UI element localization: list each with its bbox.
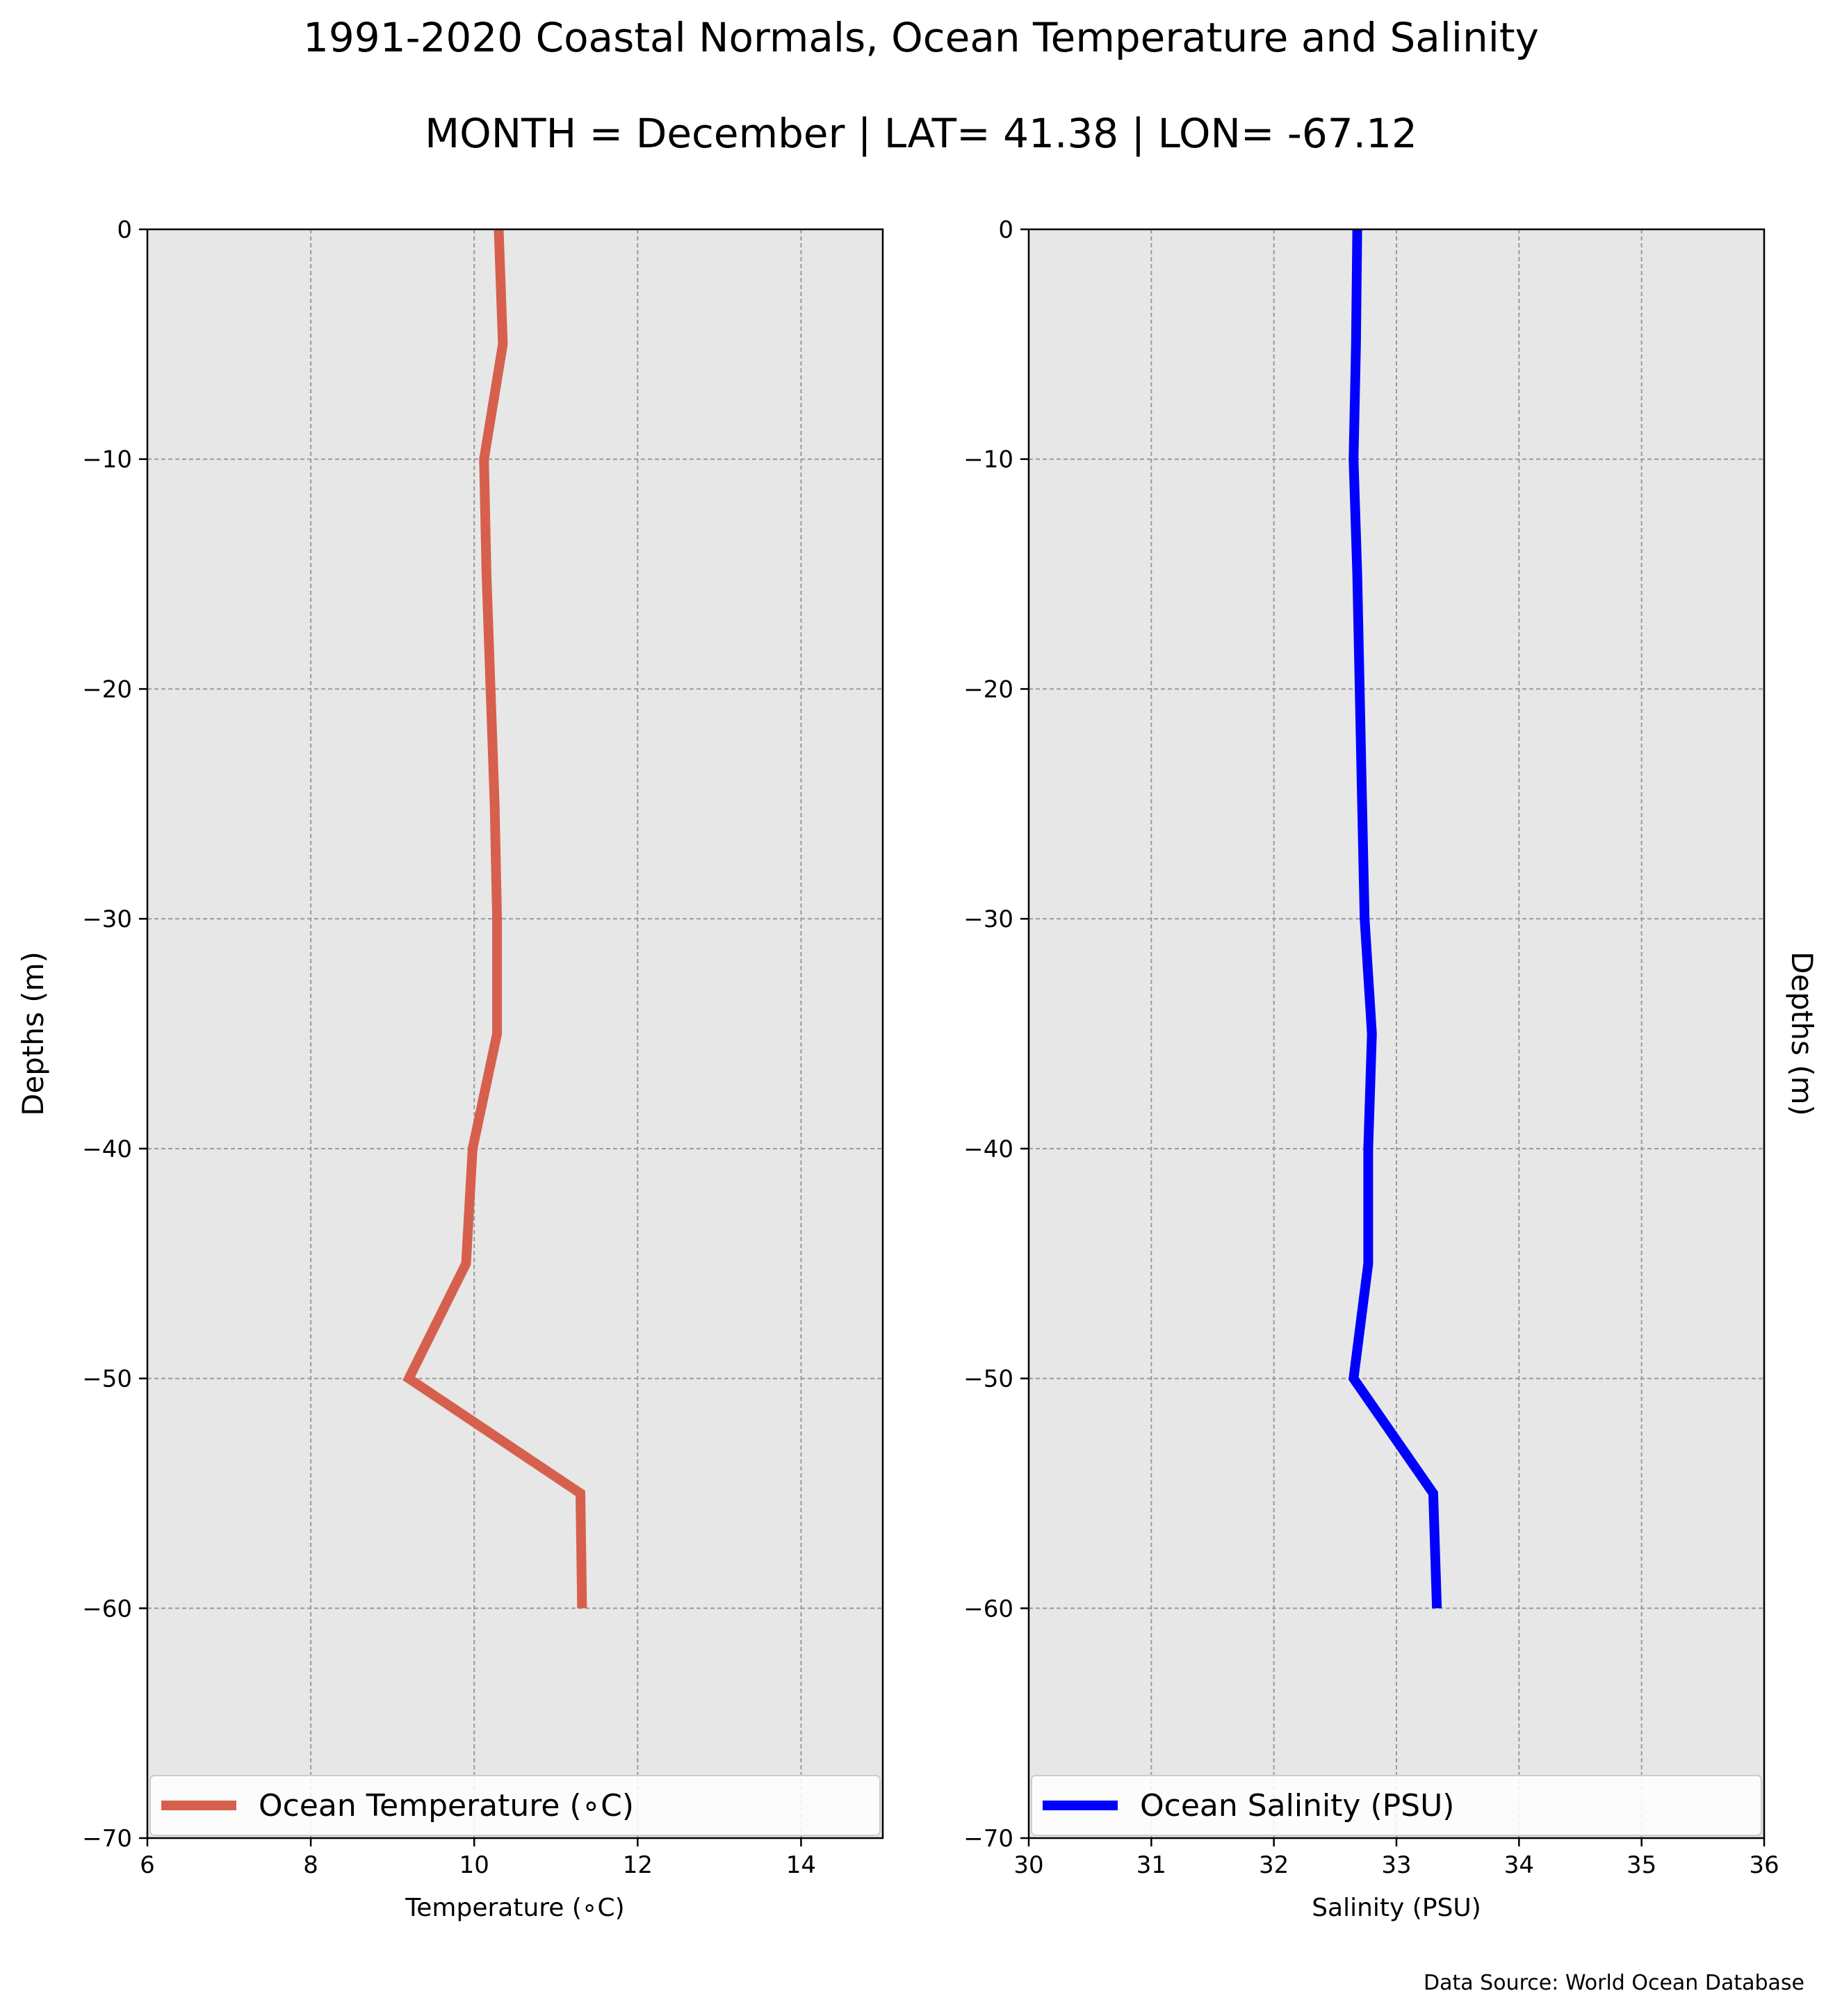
y-tick-label: −50 [963,1366,1013,1393]
x-axis-label: Salinity (PSU) [1312,1894,1481,1922]
x-tick-label: 30 [1013,1851,1043,1879]
figure-title: 1991-2020 Coastal Normals, Ocean Tempera… [303,14,1539,61]
y-tick-label: 0 [117,216,132,244]
x-axis-label: Temperature (∘C) [405,1894,624,1922]
y-tick-label: −40 [82,1136,132,1163]
x-tick-label: 8 [303,1851,318,1879]
y-tick-label: −20 [82,675,132,703]
y-tick-label: −70 [963,1825,1013,1853]
y-tick-label: −30 [82,905,132,933]
x-tick-label: 6 [140,1851,155,1879]
plot-area [147,229,883,1838]
series-line [1348,229,1442,1609]
axes-frame [146,228,884,1839]
x-tick-label: 10 [459,1851,489,1879]
y-axis-label: Depths (m) [16,951,50,1116]
x-tick-label: 14 [786,1851,816,1879]
chart-panel-1: 6 8 10 12 14 0 −10 −20 −30 −40 −50 −60 −70 Temperatur… [16,216,884,1922]
x-tick-label: 31 [1136,1851,1166,1879]
legend-box [1031,1775,1762,1836]
legend-box [149,1775,881,1836]
chart-panel-2: 30 31 32 33 34 35 36 0 −10 −20 −30 −40 −50 −60 −70 Sali… [963,216,1819,1922]
data-source-note: Data Source: World Ocean Database [1424,1971,1804,1995]
series-line [402,229,587,1609]
y-tick-label: −30 [963,905,1013,933]
y-tick-label: −60 [963,1595,1013,1623]
x-tick-label: 32 [1259,1851,1289,1879]
legend: Ocean Temperature (∘C) [149,1775,881,1836]
y-axis-label: Depths (m) [1785,951,1819,1116]
x-tick-label: 12 [623,1851,653,1879]
legend: Ocean Salinity (PSU) [1031,1775,1762,1836]
x-tick-label: 33 [1381,1851,1411,1879]
y-tick-label: −10 [963,446,1013,474]
legend-label: Ocean Salinity (PSU) [1140,1788,1454,1824]
y-tick-label: 0 [998,216,1013,244]
x-tick-label: 36 [1749,1851,1779,1879]
y-tick-label: −60 [82,1595,132,1623]
x-tick-label: 35 [1627,1851,1656,1879]
y-tick-label: −10 [82,446,132,474]
y-tick-label: −20 [963,675,1013,703]
y-tick-label: −50 [82,1366,132,1393]
legend-label: Ocean Temperature (∘C) [259,1788,634,1824]
figure-subtitle: MONTH = December | LAT= 41.38 | LON= -67… [425,110,1417,157]
x-tick-label: 34 [1504,1851,1534,1879]
plot-area [1029,229,1764,1838]
y-tick-label: −70 [82,1825,132,1853]
y-tick-label: −40 [963,1136,1013,1163]
